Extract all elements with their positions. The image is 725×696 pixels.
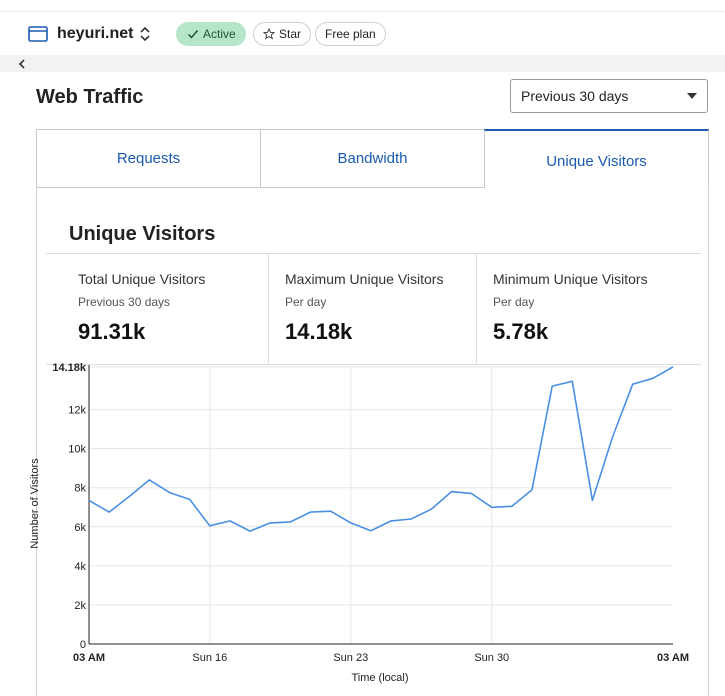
star-icon — [262, 27, 276, 40]
star-button[interactable]: Star — [253, 22, 312, 46]
stat-sublabel: Per day — [493, 295, 535, 309]
section-title: Unique Visitors — [69, 223, 216, 245]
stat-value: 91.31k — [78, 319, 146, 344]
tab-divider — [36, 187, 485, 188]
collapse-bar[interactable] — [0, 55, 725, 72]
traffic-panel — [36, 129, 709, 696]
site-name: heyuri.net — [57, 25, 134, 42]
series-line — [88, 366, 674, 532]
chevron-left-icon[interactable] — [18, 59, 26, 69]
y-tick-label: 12k — [68, 405, 86, 417]
y-tick-label: 4k — [74, 561, 86, 573]
plan-button[interactable]: Free plan — [315, 22, 386, 46]
y-tick-label: 6k — [74, 522, 86, 534]
site-header: heyuri.net Active Star Free plan — [0, 11, 725, 55]
check-icon — [187, 30, 199, 39]
stat-label: Maximum Unique Visitors — [285, 271, 444, 287]
stat-total-unique-visitors: Total Unique Visitors Previous 30 days 9… — [46, 254, 269, 364]
y-tick-label: 8k — [74, 483, 86, 495]
stat-label: Total Unique Visitors — [78, 271, 206, 287]
y-tick-label: 10k — [68, 444, 86, 456]
stat-sublabel: Previous 30 days — [78, 295, 171, 309]
plan-button-label: Free plan — [325, 27, 376, 41]
x-tick-label: 03 AM — [73, 652, 105, 664]
status-badge-label: Active — [203, 27, 236, 41]
stat-value: 14.18k — [285, 319, 353, 344]
y-axis-label: Number of Visitors — [29, 458, 41, 549]
x-tick-label: Sun 16 — [192, 652, 227, 664]
divider — [46, 253, 701, 254]
browser-window-icon — [28, 26, 48, 42]
stat-sublabel: Per day — [285, 295, 327, 309]
y-tick-label: 2k — [74, 600, 86, 612]
divider — [46, 364, 701, 365]
y-tick-label: 0 — [80, 639, 86, 651]
star-button-label: Star — [279, 27, 302, 41]
page-title: Web Traffic — [36, 86, 144, 108]
x-tick-label: Sun 23 — [333, 652, 368, 664]
time-range-select[interactable]: Previous 30 days — [510, 79, 708, 113]
x-axis-label: Time (local) — [351, 672, 408, 684]
y-tick-label: 14.18k — [52, 362, 87, 374]
stat-minimum-unique-visitors: Minimum Unique Visitors Per day 5.78k — [476, 254, 701, 364]
status-badge: Active — [176, 22, 246, 46]
tab-requests[interactable]: Requests — [36, 129, 261, 188]
caret-down-icon — [687, 93, 697, 99]
stat-maximum-unique-visitors: Maximum Unique Visitors Per day 14.18k — [268, 254, 477, 364]
time-range-value: Previous 30 days — [521, 88, 629, 104]
stat-value: 5.78k — [493, 319, 549, 344]
tab-unique-visitors[interactable]: Unique Visitors — [484, 129, 709, 188]
chevron-up-down-icon[interactable] — [138, 24, 152, 44]
x-tick-label: Sun 30 — [474, 652, 509, 664]
x-tick-label: 03 AM — [657, 652, 689, 664]
stat-label: Minimum Unique Visitors — [493, 271, 648, 287]
